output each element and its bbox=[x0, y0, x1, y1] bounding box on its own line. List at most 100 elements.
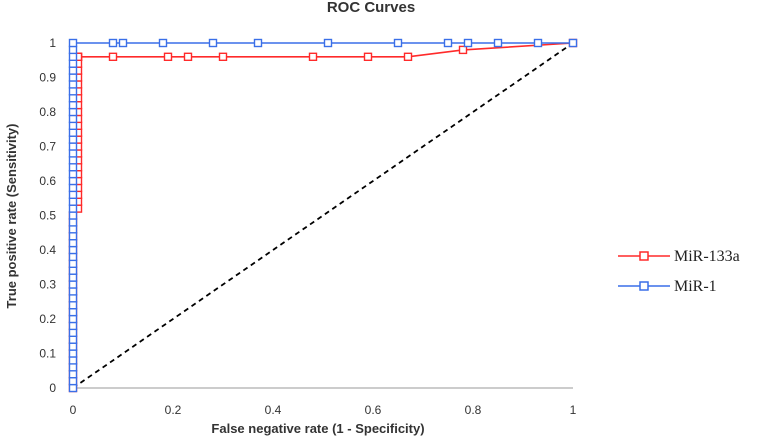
data-point-mir-1 bbox=[68, 169, 78, 179]
data-point-mir-1 bbox=[68, 321, 78, 331]
y-tick-labels: 0 0.1 0.2 0.3 0.4 0.5 0.6 0.7 0.8 0.9 1 bbox=[39, 36, 56, 395]
data-point-mir-1 bbox=[68, 238, 78, 248]
data-point-mir-1 bbox=[68, 314, 78, 324]
data-point-mir-1 bbox=[323, 38, 333, 48]
data-point-mir-1 bbox=[68, 376, 78, 386]
data-point-mir-1 bbox=[68, 73, 78, 82]
x-tick-label: 0.6 bbox=[365, 403, 382, 417]
y-tick-label: 0.9 bbox=[39, 71, 56, 85]
data-point-mir-1 bbox=[68, 66, 78, 75]
data-point-mir-1 bbox=[68, 52, 78, 61]
x-axis-label: False negative rate (1 - Specificity) bbox=[211, 421, 424, 436]
legend-label-mir-133a: MiR-133a bbox=[674, 248, 740, 265]
legend: MiR-133a MiR-1 bbox=[618, 248, 740, 295]
data-point-mir-133a bbox=[403, 52, 413, 61]
data-point-mir-1 bbox=[68, 149, 78, 158]
data-point-mir-1 bbox=[68, 197, 78, 206]
x-tick-label: 0.8 bbox=[465, 403, 482, 417]
y-tick-label: 0 bbox=[49, 381, 56, 395]
y-tick-label: 0.4 bbox=[39, 243, 56, 257]
data-point-mir-1 bbox=[68, 135, 78, 144]
data-point-mir-1 bbox=[68, 349, 78, 358]
data-point-mir-1 bbox=[68, 280, 78, 289]
data-point-mir-1 bbox=[68, 38, 78, 48]
x-tick-label: 0 bbox=[70, 403, 77, 417]
data-point-mir-1 bbox=[68, 266, 78, 275]
x-tick-label: 1 bbox=[570, 403, 577, 417]
data-point-mir-1 bbox=[68, 287, 78, 296]
data-point-mir-133a bbox=[108, 52, 118, 61]
data-point-mir-1 bbox=[68, 273, 78, 282]
data-point-mir-133a bbox=[363, 52, 373, 61]
x-tick-label: 0.4 bbox=[265, 403, 282, 417]
data-point-mir-1 bbox=[68, 245, 78, 255]
data-point-mir-1 bbox=[208, 38, 218, 48]
y-tick-label: 0.7 bbox=[39, 140, 56, 154]
y-tick-label: 0.3 bbox=[39, 278, 56, 292]
y-tick-label: 1 bbox=[49, 36, 56, 50]
x-tick-label: 0.2 bbox=[165, 403, 182, 417]
data-point-mir-1 bbox=[68, 93, 78, 103]
data-point-mir-1 bbox=[68, 301, 78, 310]
data-point-mir-133a bbox=[163, 52, 173, 61]
data-point-mir-1 bbox=[68, 225, 78, 234]
data-point-mir-1 bbox=[68, 231, 78, 241]
reference-line bbox=[72, 42, 574, 389]
data-point-mir-1 bbox=[68, 80, 78, 89]
data-point-mir-1 bbox=[68, 328, 78, 337]
data-point-mir-1 bbox=[68, 370, 78, 379]
data-point-mir-1 bbox=[493, 38, 503, 48]
data-point-mir-1 bbox=[158, 38, 168, 48]
data-point-mir-1 bbox=[118, 38, 128, 48]
data-point-mir-1 bbox=[443, 38, 453, 48]
data-point-mir-1 bbox=[68, 114, 78, 124]
data-point-mir-1 bbox=[68, 176, 78, 186]
data-point-mir-1 bbox=[533, 38, 543, 48]
y-tick-label: 0.2 bbox=[39, 312, 56, 326]
series-mir-1 bbox=[68, 38, 578, 393]
x-tick-labels: 0 0.2 0.4 0.6 0.8 1 bbox=[70, 403, 577, 417]
data-point-mir-1 bbox=[463, 38, 473, 48]
data-point-mir-1 bbox=[68, 363, 78, 372]
data-point-mir-1 bbox=[68, 59, 78, 68]
data-point-mir-1 bbox=[68, 142, 78, 151]
y-tick-label: 0.6 bbox=[39, 174, 56, 188]
data-point-mir-1 bbox=[68, 162, 78, 172]
reference-diagonal bbox=[72, 42, 574, 389]
data-point-mir-1 bbox=[68, 204, 78, 213]
data-point-mir-1 bbox=[568, 38, 578, 48]
data-point-mir-1 bbox=[68, 87, 78, 96]
chart-title: ROC Curves bbox=[327, 0, 415, 16]
data-point-mir-1 bbox=[68, 252, 78, 262]
legend-marker-mir-133a bbox=[639, 251, 649, 261]
data-point-mir-1 bbox=[68, 211, 78, 220]
data-point-mir-1 bbox=[68, 356, 78, 365]
data-point-mir-1 bbox=[68, 100, 78, 110]
data-point-mir-1 bbox=[68, 45, 78, 55]
data-point-mir-1 bbox=[68, 342, 78, 351]
y-axis-label: True positive rate (Sensitivity) bbox=[4, 124, 19, 309]
data-point-mir-133a bbox=[308, 52, 318, 61]
data-point-mir-1 bbox=[253, 38, 263, 48]
data-point-mir-1 bbox=[68, 183, 78, 193]
data-point-mir-1 bbox=[68, 107, 78, 117]
y-tick-label: 0.8 bbox=[39, 105, 56, 119]
data-point-mir-1 bbox=[68, 218, 78, 227]
data-point-mir-1 bbox=[68, 259, 78, 268]
series-layer bbox=[68, 38, 578, 393]
data-point-mir-133a bbox=[183, 52, 193, 61]
legend-label-mir-1: MiR-1 bbox=[674, 278, 717, 295]
y-tick-label: 0.5 bbox=[39, 209, 56, 223]
data-point-mir-1 bbox=[68, 190, 78, 200]
legend-marker-mir-1 bbox=[639, 281, 649, 291]
data-point-mir-133a bbox=[218, 52, 228, 61]
data-point-mir-1 bbox=[68, 335, 78, 344]
data-point-mir-1 bbox=[68, 156, 78, 165]
data-point-mir-1 bbox=[68, 294, 78, 303]
data-point-mir-1 bbox=[108, 38, 118, 48]
y-tick-label: 0.1 bbox=[39, 347, 56, 361]
data-point-mir-1 bbox=[68, 128, 78, 137]
data-point-mir-1 bbox=[68, 383, 78, 393]
data-point-mir-133a bbox=[458, 45, 468, 55]
